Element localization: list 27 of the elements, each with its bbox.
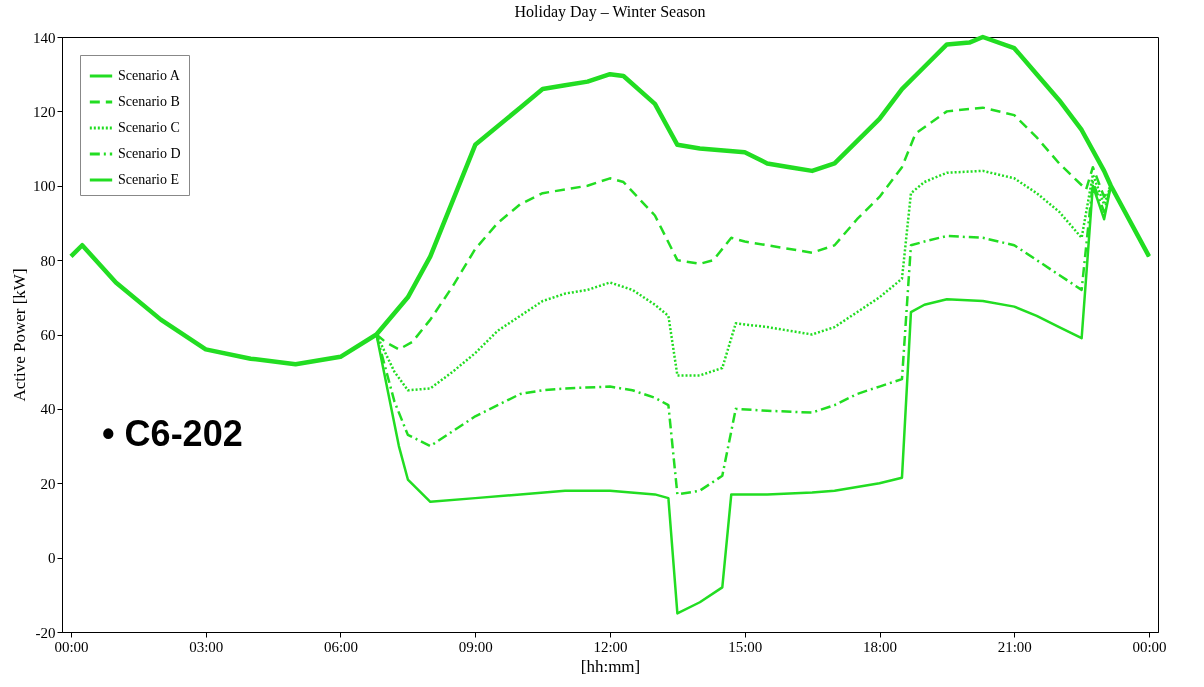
legend-label: Scenario B (118, 94, 180, 109)
x-tick-label: 18:00 (862, 638, 898, 655)
y-tick-label: 140 (33, 29, 56, 46)
x-tick-label: 15:00 (728, 638, 763, 655)
y-tick-label: 60 (40, 327, 56, 343)
x-tick-label: 12:00 (593, 638, 628, 655)
legend-label: Scenario A (118, 68, 181, 83)
y-tick-label: 40 (40, 401, 56, 418)
y-axis-title: Active Power [kW] (10, 268, 29, 402)
legend-label: Scenario C (118, 120, 180, 135)
y-tick-label: -20 (35, 624, 56, 641)
legend-label: Scenario E (118, 172, 180, 187)
x-tick-label: 21:00 (997, 638, 1032, 655)
legend-label: Scenario D (118, 146, 181, 161)
annotation: • C6-202 (102, 413, 243, 454)
y-tick-label: 100 (33, 178, 56, 195)
chart-title: Holiday Day – Winter Season (514, 3, 706, 21)
x-tick-label: 00:00 (1132, 638, 1167, 655)
x-tick-label: 00:00 (54, 638, 89, 655)
y-tick-label: 0 (48, 550, 56, 567)
y-tick-label: 80 (40, 252, 56, 269)
x-tick-label: 06:00 (323, 638, 359, 655)
x-tick-label: 09:00 (458, 638, 493, 655)
x-tick-label: 03:00 (189, 638, 224, 655)
x-axis-title: [hh:mm] (580, 656, 641, 676)
y-tick-label: 120 (33, 103, 56, 120)
y-tick-label: 20 (40, 475, 56, 492)
